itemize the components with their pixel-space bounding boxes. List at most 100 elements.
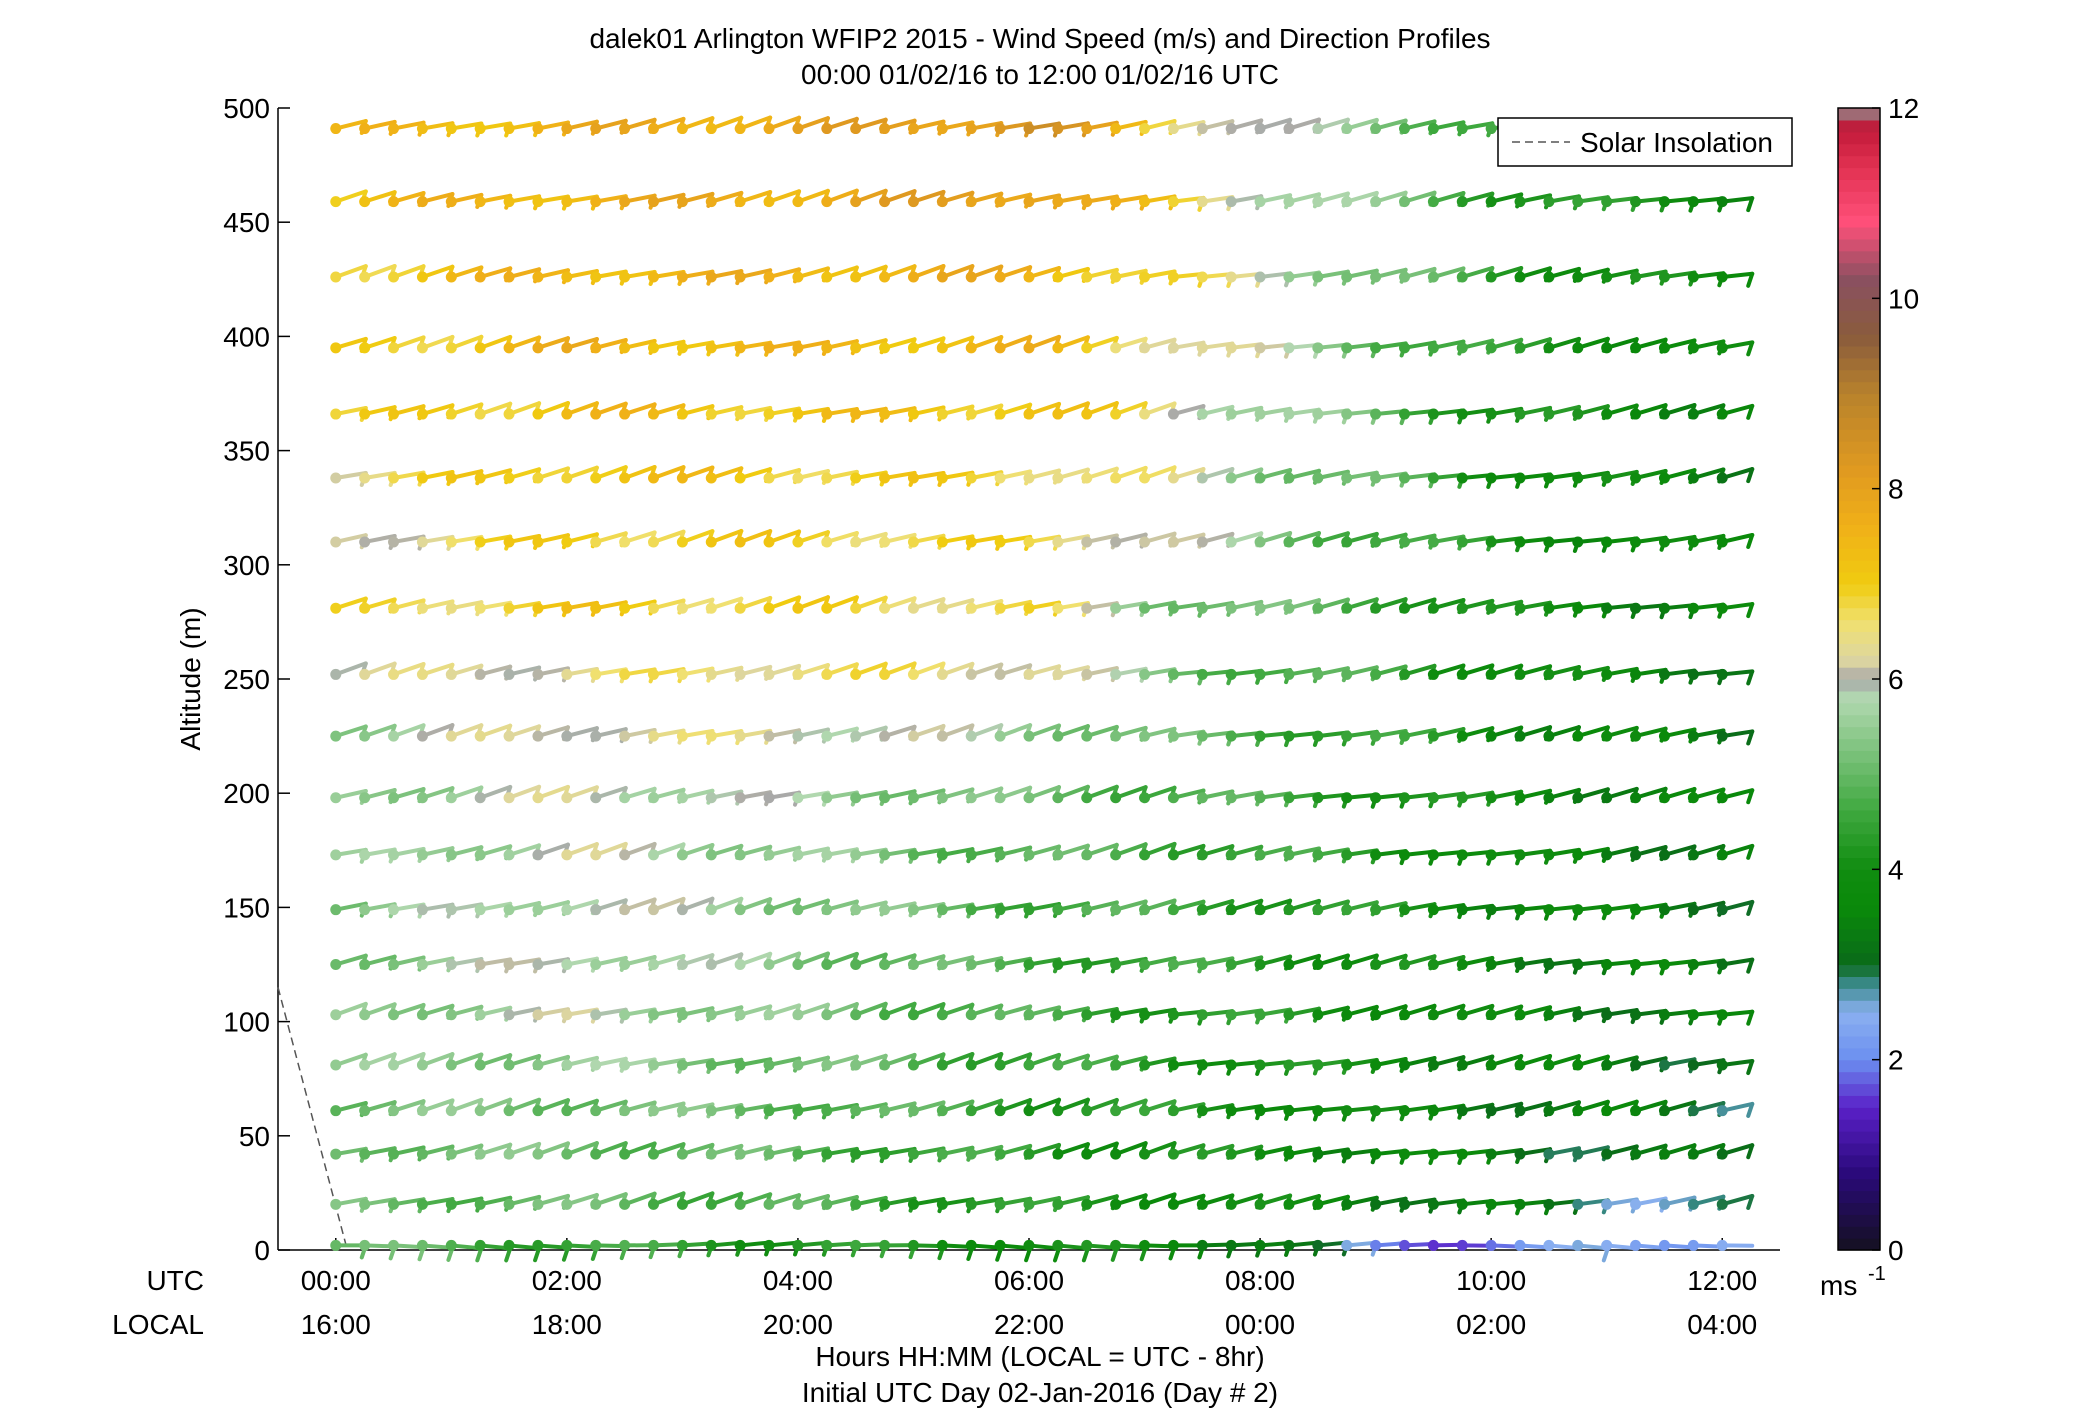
wind-barb-dot	[1658, 1105, 1670, 1117]
wind-barb-dot	[1427, 1059, 1439, 1071]
wind-barb-dot	[503, 602, 515, 614]
wind-barb-dot	[1052, 342, 1064, 354]
wind-barb-dot	[1110, 408, 1122, 420]
wind-barb-dot	[648, 1198, 659, 1210]
wind-barb-dot	[1167, 472, 1179, 484]
wind-barb-dot	[1399, 792, 1410, 804]
wind-barb-dot	[1543, 1198, 1555, 1210]
wind-barb-dot	[1052, 123, 1064, 135]
wind-barb-dot	[1716, 342, 1728, 354]
wind-barb-dot	[1023, 536, 1035, 548]
wind-barb-dot	[1427, 1198, 1439, 1210]
wind-barb-dot	[561, 1198, 573, 1210]
wind-barb-dot	[648, 271, 659, 283]
wind-barb-dot	[619, 271, 631, 283]
wind-barb-dot	[359, 849, 371, 861]
wind-barb-dot	[1716, 271, 1728, 283]
wind-barb-dot	[1196, 271, 1208, 283]
wind-barb-dot	[648, 1148, 659, 1160]
wind-barb-dot	[388, 730, 400, 742]
wind-barb-dot	[1716, 408, 1728, 420]
colorbar-segment	[1838, 179, 1880, 192]
wind-barb-dot	[734, 1239, 746, 1251]
colorbar-segment	[1838, 429, 1880, 442]
wind-barb-dot	[1543, 849, 1555, 861]
wind-barb-dot	[1658, 904, 1670, 916]
wind-barb-dot	[1341, 1198, 1353, 1210]
wind-barb-dot	[416, 1198, 428, 1210]
wind-barb-dot	[936, 342, 948, 354]
wind-barb-dot	[619, 536, 631, 548]
wind-barb-dot	[1052, 472, 1064, 484]
wind-barb-dot	[1023, 792, 1035, 804]
wind-barb-dot	[1427, 472, 1439, 484]
wind-barb-dot	[850, 959, 862, 970]
wind-barb-dot	[763, 271, 775, 283]
colorbar-segment	[1838, 679, 1880, 692]
wind-barb-dot	[1572, 408, 1584, 420]
wind-barb-dot	[1370, 408, 1382, 420]
x-tick-label-local: 04:00	[1687, 1309, 1757, 1340]
wind-barb-dot	[1052, 1105, 1064, 1117]
wind-barb-dot	[1110, 668, 1122, 680]
wind-barb-dot	[445, 1239, 457, 1251]
colorbar-segment	[1838, 952, 1880, 966]
wind-barb-dot	[1399, 959, 1410, 970]
wind-barb-dot	[676, 536, 688, 548]
wind-barb-dot	[590, 668, 602, 680]
wind-barb-dot	[1601, 1059, 1613, 1071]
wind-barb-dot	[1399, 1105, 1410, 1117]
wind-barb	[1716, 957, 1755, 974]
wind-barb-dot	[1543, 1059, 1555, 1071]
wind-barb-dot	[1572, 730, 1584, 742]
wind-barb-dot	[1399, 472, 1410, 484]
wind-barb-dot	[907, 1105, 919, 1117]
wind-barb-dot	[907, 342, 919, 354]
wind-barb-dot	[1196, 730, 1208, 742]
wind-barb-dot	[619, 123, 631, 135]
wind-barb-dot	[965, 408, 977, 420]
wind-barb-dot	[1052, 849, 1064, 861]
wind-barb-dot	[1312, 1148, 1324, 1160]
x-tick-label-utc: 08:00	[1225, 1265, 1295, 1296]
wind-barb-dot	[1658, 1009, 1670, 1021]
wind-barb-dot	[1572, 1105, 1584, 1117]
wind-barb-dot	[763, 123, 775, 135]
wind-barb-dot	[965, 1239, 977, 1251]
wind-barb-dot	[474, 1198, 486, 1210]
wind-barb-dot	[503, 1009, 515, 1021]
wind-barb-dot	[445, 196, 457, 208]
wind-barb-dot	[532, 1009, 544, 1021]
wind-barb-dot	[416, 602, 428, 614]
wind-barb-dot	[1312, 792, 1324, 804]
wind-barb-dot	[1514, 668, 1526, 680]
wind-barb-dot	[1081, 730, 1093, 742]
wind-barb-dot	[1283, 123, 1295, 135]
wind-barb-dot	[1456, 1148, 1468, 1160]
wind-barb-dot	[1167, 792, 1179, 804]
wind-barb-dot	[1023, 904, 1035, 916]
wind-barb-dot	[1167, 536, 1179, 548]
wind-barb-dot	[359, 342, 371, 354]
colorbar-tick-label: 2	[1888, 1045, 1904, 1076]
colorbar-segment	[1838, 500, 1880, 514]
wind-barb-dot	[965, 602, 977, 614]
wind-barb-dot	[590, 959, 602, 970]
wind-barb-dot	[503, 123, 515, 135]
wind-barb-dot	[1485, 1059, 1497, 1071]
wind-barb-dot	[734, 342, 746, 354]
wind-barb-dot	[1283, 1059, 1295, 1071]
wind-barb-dot	[503, 730, 515, 742]
wind-barb-dot	[619, 1105, 631, 1117]
wind-barb-dot	[1023, 1148, 1035, 1160]
colorbar-tick-label: 0	[1888, 1235, 1904, 1266]
wind-barb-dot	[1630, 1059, 1642, 1071]
wind-barb-dot	[503, 196, 515, 208]
wind-barb-dot	[1543, 536, 1555, 548]
colorbar-segment	[1838, 833, 1880, 847]
wind-barb-dot	[676, 1198, 688, 1210]
wind-barb-dot	[1225, 196, 1237, 208]
wind-barb-dot	[359, 792, 371, 804]
wind-barb-dot	[1341, 849, 1353, 861]
wind-barb-dot	[1110, 1198, 1122, 1210]
